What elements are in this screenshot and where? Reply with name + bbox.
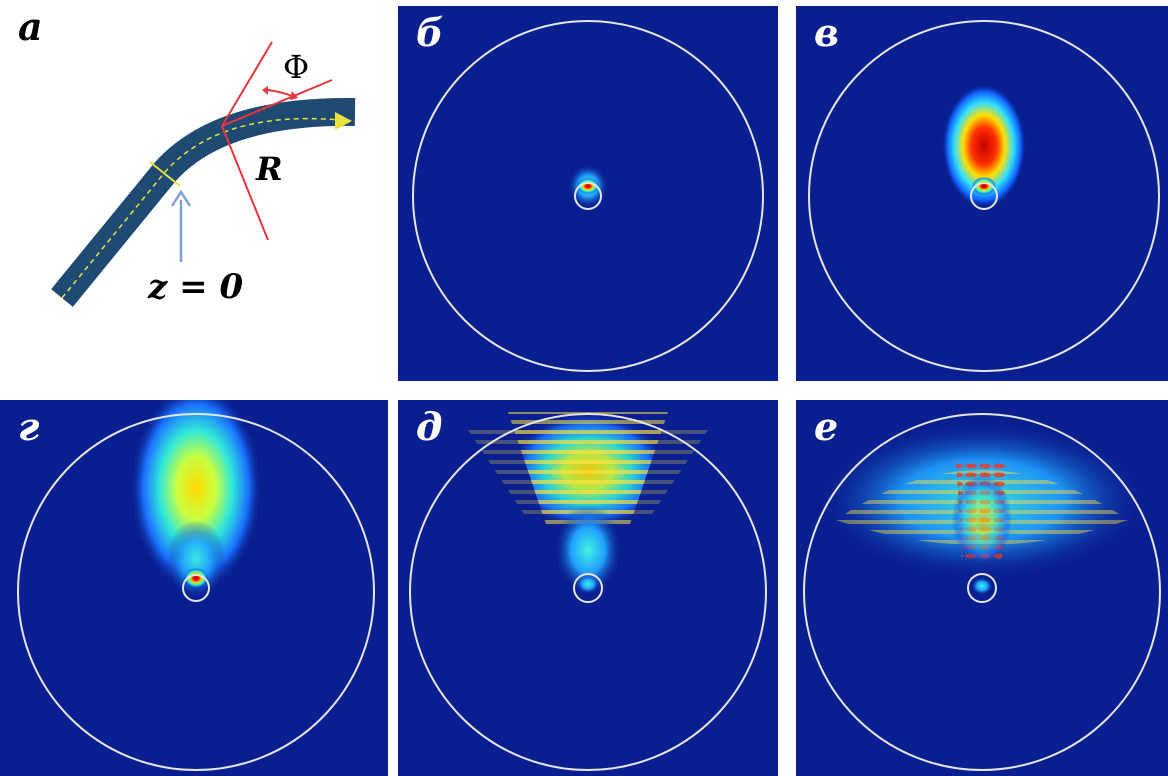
field-core-glow [971, 577, 993, 595]
panel-e: е [796, 400, 1168, 776]
field-map-e [803, 413, 1161, 771]
outer-ring [412, 20, 764, 372]
phi-symbol: Φ [283, 48, 309, 86]
panel-g: г [0, 400, 388, 776]
angle-arc [267, 89, 293, 97]
position-pointer-icon [170, 189, 192, 207]
reference-cross-section [149, 161, 181, 187]
angle-ray-upper [221, 41, 273, 127]
outer-ring [803, 413, 1161, 771]
field-central-glow [952, 475, 1012, 565]
outer-ring [17, 413, 375, 771]
panel-label-v: в [814, 10, 839, 55]
field-tail [554, 504, 622, 596]
z-zero-label: z = 0 [147, 267, 243, 307]
outer-ring [409, 413, 767, 771]
panel-label-g: г [18, 404, 40, 449]
field-map-v [808, 20, 1160, 372]
core-ring [182, 574, 210, 602]
panel-v: в [796, 6, 1168, 381]
radius-symbol: R [255, 150, 283, 188]
core-ring [574, 182, 602, 210]
field-hotspot [577, 178, 599, 194]
fiber-axis [61, 117, 341, 299]
bent-fiber-diagram: Φ R z = 0 [51, 41, 356, 307]
field-lobe [130, 400, 262, 593]
angle-ray-lower [221, 79, 333, 127]
core-ring [970, 182, 998, 210]
field-map-b [412, 20, 764, 372]
propagation-arrow-icon [335, 112, 352, 130]
panel-d: д [398, 400, 778, 776]
field-fringes-outer [468, 430, 708, 520]
core-ring [967, 573, 997, 603]
panel-b: б [398, 6, 778, 381]
panel-label-d: д [416, 404, 443, 449]
panel-label-a: а [18, 4, 43, 49]
field-hotspot [972, 177, 996, 195]
field-map-d [409, 412, 767, 771]
core-ring [573, 573, 603, 603]
field-lobe [942, 84, 1026, 208]
panel-label-e: е [814, 404, 839, 449]
outer-ring [808, 20, 1160, 372]
panel-a: а Φ R z = 0 [0, 0, 390, 384]
angle-arrow-icon-2 [290, 91, 298, 100]
panel-label-b: б [416, 10, 444, 55]
field-map-g [17, 400, 375, 771]
field-core-glow [576, 574, 600, 594]
radius-line [221, 125, 269, 241]
field-hotspot [184, 568, 208, 588]
angle-arrow-icon [262, 86, 268, 95]
field-tail [166, 520, 226, 600]
